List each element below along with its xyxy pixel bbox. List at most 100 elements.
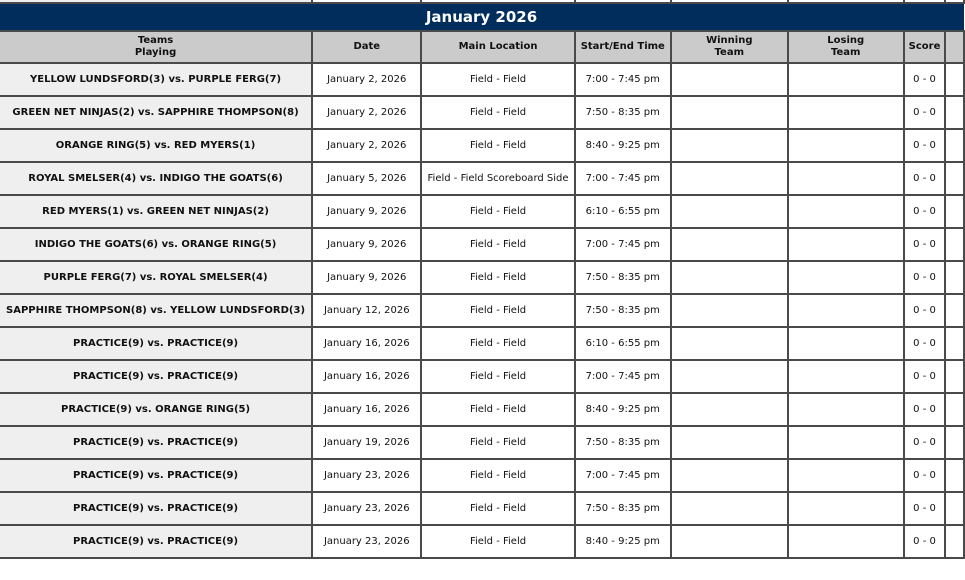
winning-team-cell	[669, 524, 789, 559]
score-cell: 0 - 0	[902, 392, 947, 427]
time-cell: 7:50 - 8:35 pm	[573, 293, 672, 328]
score-cell: 0 - 0	[902, 524, 947, 559]
score-cell: 0 - 0	[902, 227, 947, 262]
teams-playing-cell: PURPLE FERG(7) vs. ROYAL SMELSER(4)	[0, 260, 314, 295]
time-cell: 7:50 - 8:35 pm	[573, 260, 672, 295]
score-cell: 0 - 0	[902, 194, 947, 229]
losing-team-cell	[786, 293, 905, 328]
schedule-container: January 2026 Teams Playing Date Main Loca…	[0, 0, 965, 559]
schedule-table: January 2026 Teams Playing Date Main Loca…	[0, 0, 965, 559]
teams-playing-cell: GREEN NET NINJAS(2) vs. SAPPHIRE THOMPSO…	[0, 95, 314, 130]
winning-team-cell	[669, 128, 789, 163]
score-cell: 0 - 0	[902, 260, 947, 295]
time-cell: 7:00 - 7:45 pm	[573, 62, 672, 97]
location-cell: Field - Field	[420, 491, 576, 526]
score-cell: 0 - 0	[902, 425, 947, 460]
time-cell: 7:00 - 7:45 pm	[573, 458, 672, 493]
teams-playing-cell: PRACTICE(9) vs. PRACTICE(9)	[0, 326, 314, 361]
game-row: PRACTICE(9) vs. PRACTICE(9) January 23, 2…	[0, 458, 965, 493]
date-cell: January 9, 2026	[311, 260, 423, 295]
game-row: PRACTICE(9) vs. PRACTICE(9) January 16, 2…	[0, 326, 965, 361]
teams-playing-cell: PRACTICE(9) vs. PRACTICE(9)	[0, 491, 314, 526]
extra-cell	[944, 128, 965, 163]
extra-cell	[944, 194, 965, 229]
location-cell: Field - Field	[420, 95, 576, 130]
header-losing-team: Losing Team	[786, 30, 905, 64]
winning-team-cell	[669, 293, 789, 328]
date-cell: January 19, 2026	[311, 425, 423, 460]
teams-playing-cell: PRACTICE(9) vs. PRACTICE(9)	[0, 524, 314, 559]
extra-cell	[944, 260, 965, 295]
extra-cell	[944, 326, 965, 361]
losing-team-cell	[786, 326, 905, 361]
date-cell: January 23, 2026	[311, 458, 423, 493]
header-main-location: Main Location	[420, 30, 576, 64]
teams-playing-cell: ROYAL SMELSER(4) vs. INDIGO THE GOATS(6)	[0, 161, 314, 196]
date-cell: January 23, 2026	[311, 491, 423, 526]
losing-team-cell	[786, 260, 905, 295]
losing-team-cell	[786, 227, 905, 262]
game-row: SAPPHIRE THOMPSON(8) vs. YELLOW LUNDSFOR…	[0, 293, 965, 328]
location-cell: Field - Field	[420, 392, 576, 427]
time-cell: 8:40 - 9:25 pm	[573, 524, 672, 559]
game-row: ORANGE RING(5) vs. RED MYERS(1) January 2…	[0, 128, 965, 163]
teams-playing-cell: PRACTICE(9) vs. PRACTICE(9)	[0, 458, 314, 493]
score-cell: 0 - 0	[902, 326, 947, 361]
losing-team-cell	[786, 194, 905, 229]
winning-team-cell	[669, 62, 789, 97]
location-cell: Field - Field	[420, 260, 576, 295]
winning-team-cell	[669, 161, 789, 196]
game-row: INDIGO THE GOATS(6) vs. ORANGE RING(5) Ja…	[0, 227, 965, 262]
location-cell: Field - Field	[420, 227, 576, 262]
extra-cell	[944, 524, 965, 559]
extra-cell	[944, 293, 965, 328]
time-cell: 6:10 - 6:55 pm	[573, 326, 672, 361]
losing-team-cell	[786, 128, 905, 163]
time-cell: 7:00 - 7:45 pm	[573, 359, 672, 394]
location-cell: Field - Field	[420, 458, 576, 493]
score-cell: 0 - 0	[902, 458, 947, 493]
extra-cell	[944, 161, 965, 196]
extra-cell	[944, 227, 965, 262]
losing-team-cell	[786, 425, 905, 460]
losing-team-cell	[786, 458, 905, 493]
location-cell: Field - Field Scoreboard Side	[420, 161, 576, 196]
game-row: PRACTICE(9) vs. PRACTICE(9) January 19, 2…	[0, 425, 965, 460]
losing-team-cell	[786, 491, 905, 526]
extra-cell	[944, 392, 965, 427]
winning-team-cell	[669, 491, 789, 526]
header-score: Score	[902, 30, 947, 64]
time-cell: 7:00 - 7:45 pm	[573, 227, 672, 262]
date-cell: January 9, 2026	[311, 194, 423, 229]
location-cell: Field - Field	[420, 425, 576, 460]
location-cell: Field - Field	[420, 359, 576, 394]
extra-cell	[944, 359, 965, 394]
extra-cell	[944, 491, 965, 526]
losing-team-cell	[786, 161, 905, 196]
losing-team-cell	[786, 392, 905, 427]
previous-row-partial	[0, 0, 965, 4]
extra-cell	[944, 62, 965, 97]
winning-team-cell	[669, 326, 789, 361]
date-cell: January 2, 2026	[311, 62, 423, 97]
date-cell: January 23, 2026	[311, 524, 423, 559]
date-cell: January 12, 2026	[311, 293, 423, 328]
teams-playing-cell: PRACTICE(9) vs. PRACTICE(9)	[0, 425, 314, 460]
teams-playing-cell: PRACTICE(9) vs. ORANGE RING(5)	[0, 392, 314, 427]
column-header-row: Teams Playing Date Main Location Start/En…	[0, 30, 965, 64]
time-cell: 7:50 - 8:35 pm	[573, 425, 672, 460]
extra-cell	[944, 425, 965, 460]
time-cell: 7:50 - 8:35 pm	[573, 491, 672, 526]
teams-playing-cell: SAPPHIRE THOMPSON(8) vs. YELLOW LUNDSFOR…	[0, 293, 314, 328]
teams-playing-cell: INDIGO THE GOATS(6) vs. ORANGE RING(5)	[0, 227, 314, 262]
date-cell: January 9, 2026	[311, 227, 423, 262]
date-cell: January 16, 2026	[311, 326, 423, 361]
score-cell: 0 - 0	[902, 491, 947, 526]
time-cell: 8:40 - 9:25 pm	[573, 392, 672, 427]
game-row: ROYAL SMELSER(4) vs. INDIGO THE GOATS(6)…	[0, 161, 965, 196]
winning-team-cell	[669, 458, 789, 493]
time-cell: 6:10 - 6:55 pm	[573, 194, 672, 229]
winning-team-cell	[669, 359, 789, 394]
score-cell: 0 - 0	[902, 62, 947, 97]
teams-playing-cell: RED MYERS(1) vs. GREEN NET NINJAS(2)	[0, 194, 314, 229]
